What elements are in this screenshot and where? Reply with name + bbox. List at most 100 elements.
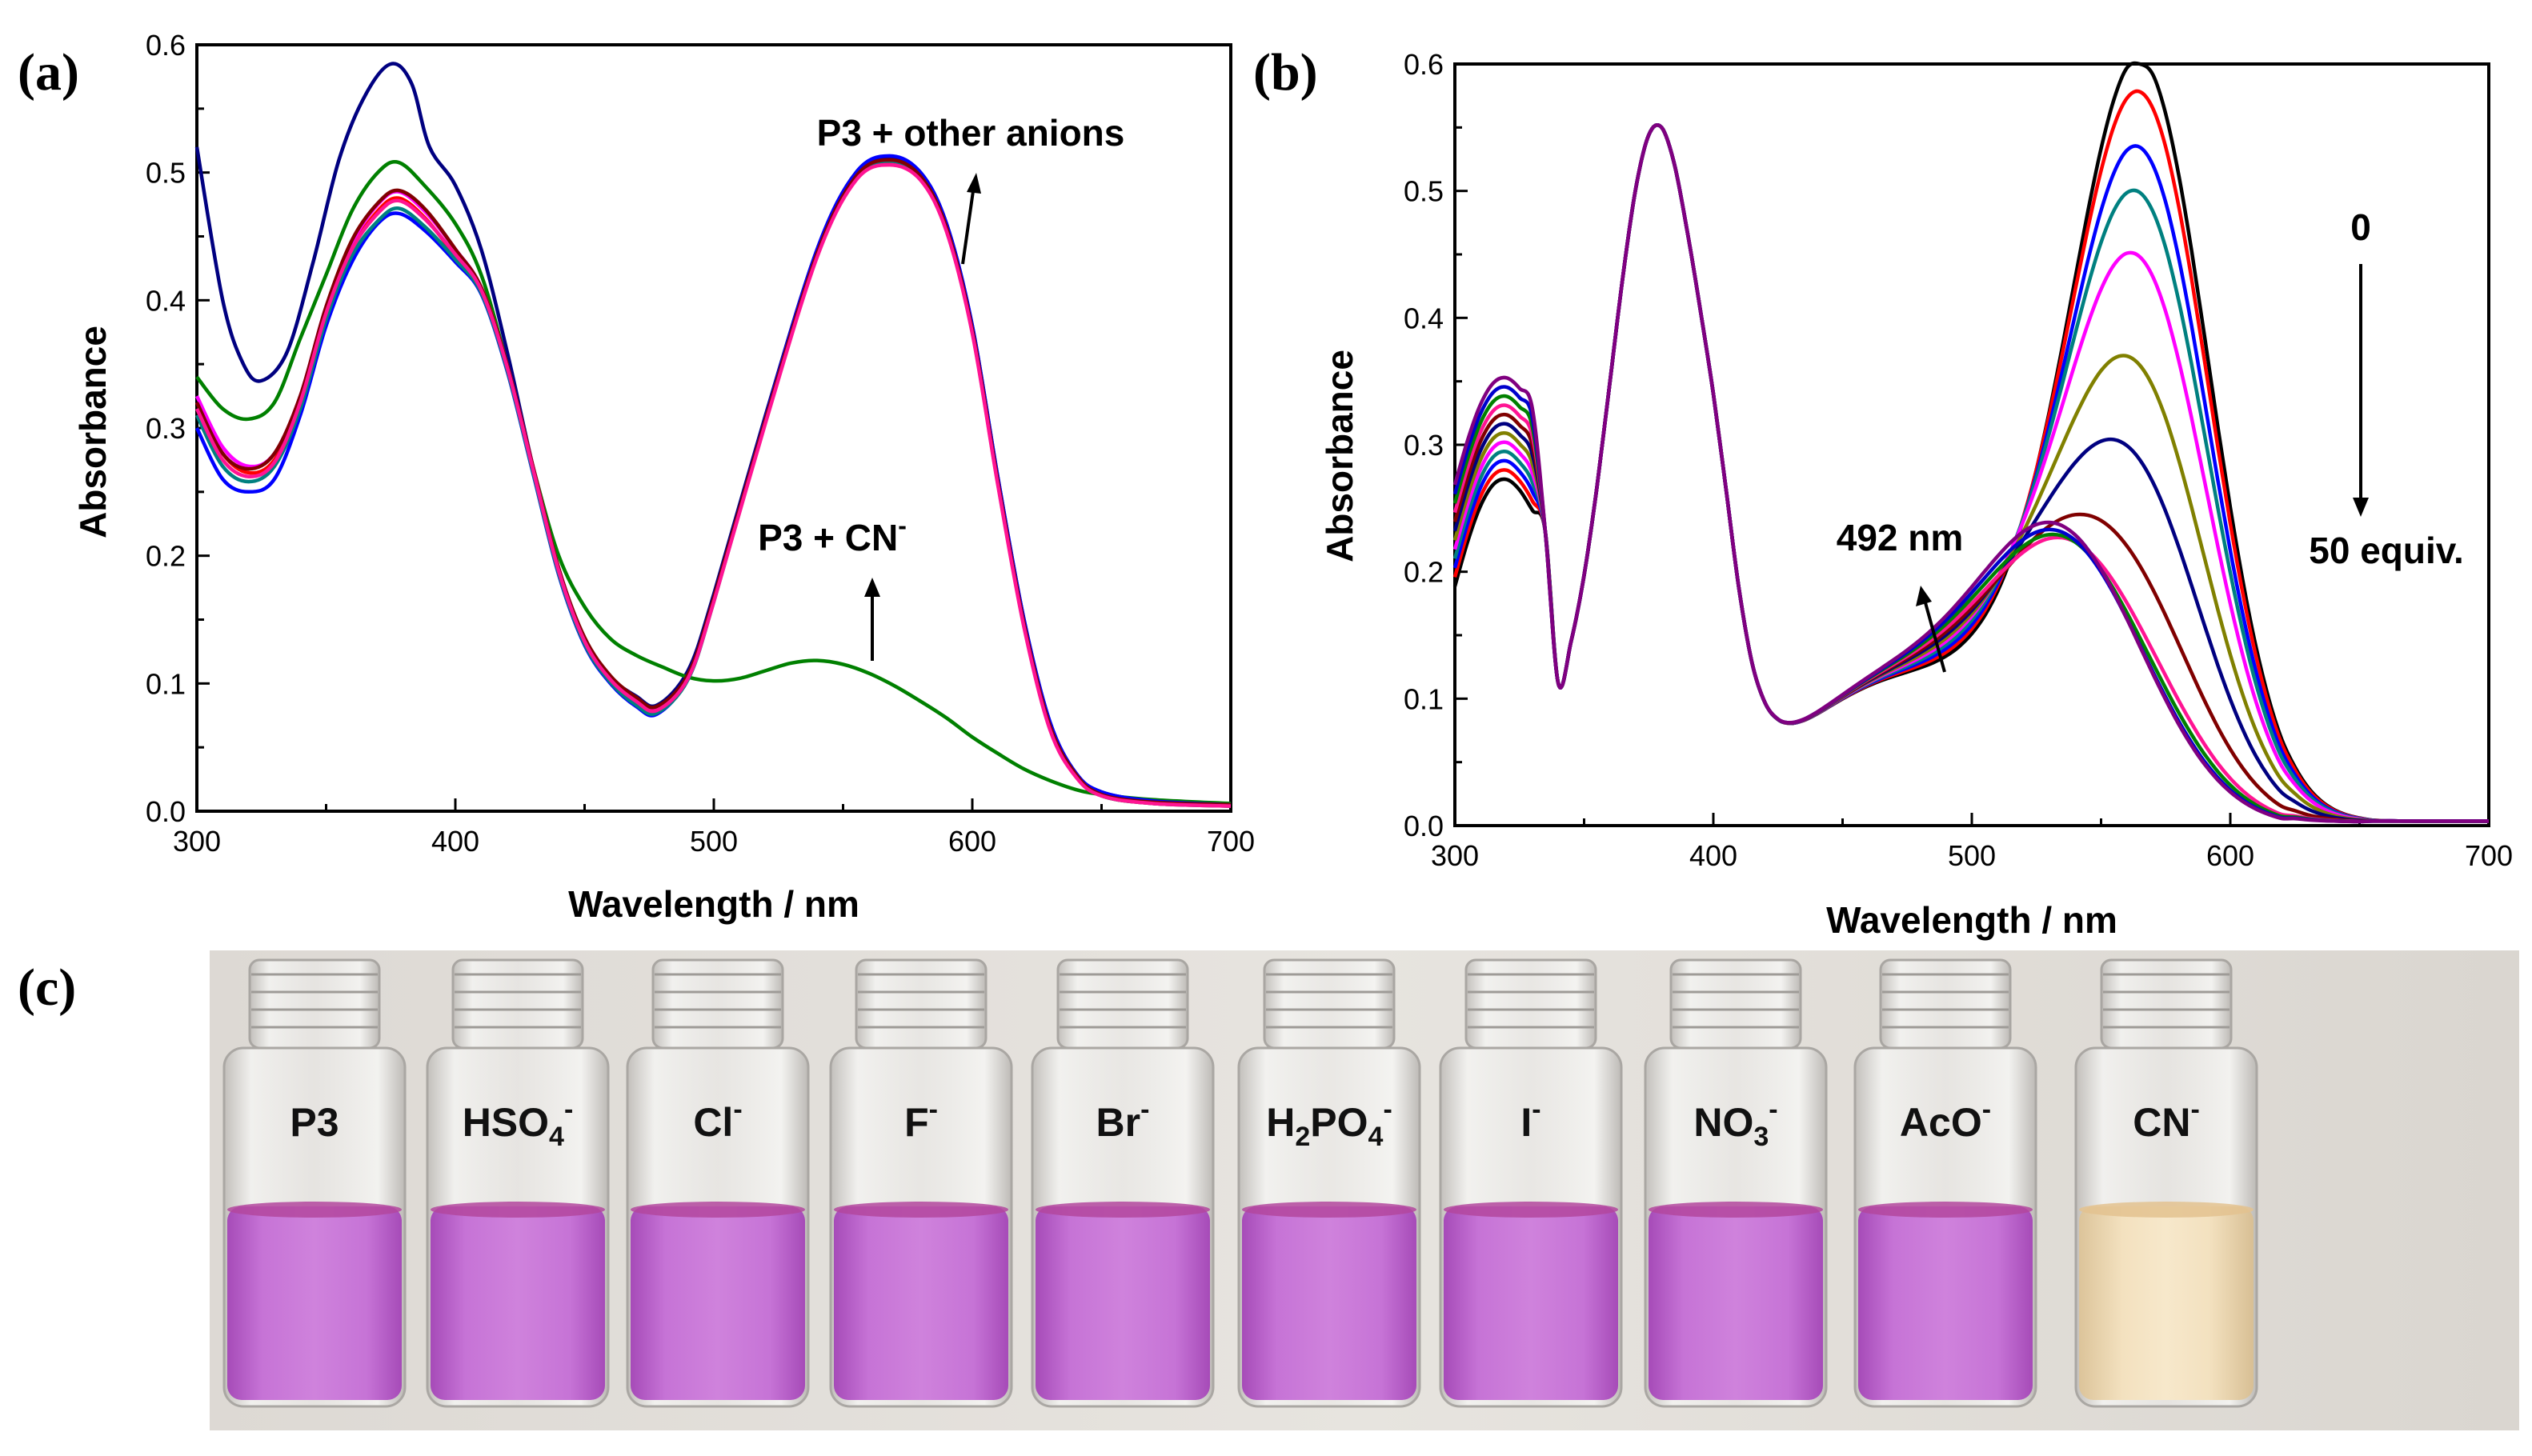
chart-b-xlabel: Wavelength / nm <box>1826 899 2117 941</box>
vial-10: CN- <box>2074 958 2258 1408</box>
chart-a-xtick-label: 400 <box>431 825 479 858</box>
vial-meniscus <box>1649 1202 1823 1218</box>
vial-5: Br- <box>1031 958 1215 1408</box>
vial-meniscus <box>431 1202 605 1218</box>
chart-b-ytick-label: 0.2 <box>1404 556 1444 589</box>
chart-b-ytick-label: 0.1 <box>1404 682 1444 715</box>
chart-b-series-12 <box>1452 123 2489 824</box>
chart-a-ticks: 300 400 500 600 700 0.0 0.1 0.2 0.3 0.4 0.5 0.6 <box>146 29 1255 858</box>
vial-label: Cl- <box>693 1094 742 1145</box>
chart-b-xtick-label: 700 <box>2465 839 2513 872</box>
vial-label: F- <box>904 1094 938 1145</box>
chart-a-arrow-other-head <box>967 173 981 194</box>
vial-2: HSO4- <box>426 958 610 1408</box>
vial-liquid <box>1036 1206 1210 1400</box>
chart-a-ytick-label: 0.3 <box>146 412 186 445</box>
chart-a-series-p3-br <box>194 159 1232 808</box>
chart-b-ytick-label: 0.6 <box>1404 48 1444 81</box>
chart-b-frame <box>1453 62 2490 827</box>
chart-a-xtick-label: 500 <box>690 825 738 858</box>
chart-a-arrow-other-line <box>961 185 976 265</box>
vial-liquid <box>1242 1206 1416 1400</box>
chart-a-ylabel: Absorbance <box>72 326 114 538</box>
panel-c-letter: (c) <box>18 958 76 1017</box>
chart-a-series-p3-i <box>194 162 1232 808</box>
chart-b-arrow-isosbestic-head <box>1916 586 1932 606</box>
vial-liquid <box>1858 1206 2033 1400</box>
panel-b-letter: (b) <box>1253 43 1318 102</box>
chart-b-xtick-label: 500 <box>1948 839 1996 872</box>
chart-b-xtick-label: 300 <box>1431 839 1479 872</box>
chart-b-xtick-label: 400 <box>1689 839 1737 872</box>
chart-a-ytick-label: 0.5 <box>146 157 186 190</box>
chart-b-series-2 <box>1452 89 2489 823</box>
vial-9: AcO- <box>1853 958 2037 1408</box>
vial-meniscus <box>631 1202 805 1218</box>
vial-meniscus <box>834 1202 1008 1218</box>
chart-a-ytick-label: 0.4 <box>146 284 186 317</box>
chart-b-ytick-label: 0.5 <box>1404 175 1444 208</box>
chart-a-ytick-label: 0.0 <box>146 795 186 828</box>
chart-b-arrow-equiv-head <box>2353 498 2369 517</box>
vial-label: H2PO4- <box>1266 1094 1392 1152</box>
vial-liquid <box>1444 1206 1618 1400</box>
vial-label: P3 <box>290 1100 339 1145</box>
vial-meniscus <box>1242 1202 1416 1218</box>
vial-liquid <box>834 1206 1008 1400</box>
vial-liquid <box>2079 1206 2254 1400</box>
chart-b-annotation-isosbestic: 492 nm <box>1837 517 1964 558</box>
vial-liquid <box>431 1206 605 1400</box>
chart-b-arrow-isosbestic-line <box>1923 599 1946 673</box>
chart-a-arrow-cn-head <box>864 578 880 597</box>
chart-b-series-8 <box>1452 123 2489 823</box>
chart-b-ytick-label: 0.4 <box>1404 302 1444 334</box>
vials-photo: P3 HSO4- Cl- F- Br- H2PO4- I- NO3- AcO- CN- <box>210 950 2519 1430</box>
vial-7: I- <box>1439 958 1623 1408</box>
vial-meniscus <box>1036 1202 1210 1218</box>
chart-b-xtick-label: 600 <box>2206 839 2254 872</box>
chart-b-series-5 <box>1452 123 2489 823</box>
chart-a-xtick-label: 600 <box>948 825 996 858</box>
chart-b-series-3 <box>1452 123 2489 823</box>
chart-a-xtick-label: 300 <box>173 825 221 858</box>
chart-a-ytick-label: 0.6 <box>146 29 186 62</box>
panel-a-letter: (a) <box>18 43 79 102</box>
chart-b-series <box>1452 61 2489 824</box>
chart-a: 300 400 500 600 700 0.0 0.1 0.2 0.3 0.4 0.5 0.6 Wav… <box>72 29 1255 925</box>
chart-b-ylabel: Absorbance <box>1319 350 1360 562</box>
vial-label: CN- <box>2133 1094 2200 1145</box>
vial-liquid <box>227 1206 402 1400</box>
chart-b-series-4 <box>1452 123 2489 823</box>
vial-label: I- <box>1520 1094 1540 1145</box>
vial-label: Br- <box>1096 1094 1150 1145</box>
vial-6: H2PO4- <box>1237 958 1421 1408</box>
vial-4: F- <box>829 958 1013 1408</box>
chart-b-series-6 <box>1452 123 2489 823</box>
chart-a-xtick-label: 700 <box>1207 825 1255 858</box>
chart-b-annotation-end: 50 equiv. <box>2309 530 2463 571</box>
chart-a-annotation-cn: P3 + CN- <box>758 511 907 558</box>
vial-meniscus <box>1444 1202 1618 1218</box>
chart-a-ytick-label: 0.2 <box>146 540 186 573</box>
chart-b-series-1 <box>1452 61 2489 823</box>
chart-b-series-11 <box>1452 123 2489 824</box>
chart-b-series-7 <box>1452 123 2489 823</box>
chart-a-ytick-label: 0.1 <box>146 667 186 700</box>
vial-3: Cl- <box>626 958 810 1408</box>
vial-meniscus <box>1858 1202 2033 1218</box>
vial-liquid <box>631 1206 805 1400</box>
chart-b-series-10 <box>1452 123 2489 824</box>
chart-b-series-9 <box>1452 123 2489 823</box>
vial-liquid <box>1649 1206 1823 1400</box>
vial-label: AcO- <box>1900 1094 1991 1145</box>
vial-meniscus <box>227 1202 402 1218</box>
chart-a-annotation-other-anions: P3 + other anions <box>817 112 1125 154</box>
chart-b-ytick-label: 0.0 <box>1404 810 1444 842</box>
vials-group: P3 HSO4- Cl- F- Br- H2PO4- I- NO3- AcO- CN- <box>222 958 2258 1408</box>
chart-a-xlabel: Wavelength / nm <box>568 883 859 925</box>
chart-a-frame <box>195 43 1232 813</box>
chart-b-annotation-start: 0 <box>2350 206 2371 248</box>
vial-meniscus <box>2079 1202 2254 1218</box>
vial-label: HSO4- <box>463 1094 574 1152</box>
chart-a-series-p3-cn <box>195 160 1232 806</box>
